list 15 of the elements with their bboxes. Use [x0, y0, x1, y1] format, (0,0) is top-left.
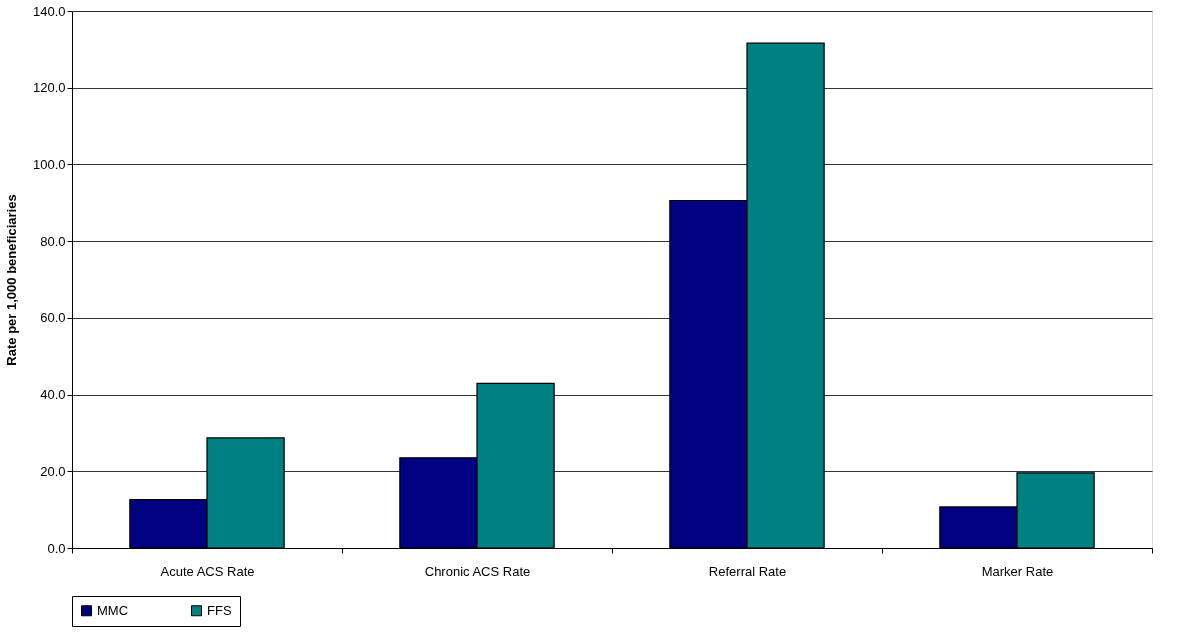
x-tick-label: Marker Rate: [981, 563, 1054, 579]
y-tick-label: 140.0: [32, 3, 66, 19]
y-tick-label: 120.0: [32, 80, 66, 96]
legend-label: FFS: [207, 602, 232, 618]
x-tick-label: Acute ACS Rate: [160, 563, 255, 579]
legend-label: MMC: [97, 602, 129, 618]
x-tick-label: Chronic ACS Rate: [424, 563, 531, 579]
y-tick-label: 40.0: [40, 387, 66, 403]
x-tick-label: Referral Rate: [708, 563, 787, 579]
y-tick-label: 80.0: [40, 233, 66, 249]
y-axis-title: Rate per 1,000 beneficiaries: [3, 194, 19, 366]
y-tick-label: 100.0: [32, 156, 66, 172]
y-tick-label: 60.0: [40, 310, 66, 326]
y-tick-label: 0.0: [47, 540, 66, 556]
y-tick-label: 20.0: [40, 463, 66, 479]
